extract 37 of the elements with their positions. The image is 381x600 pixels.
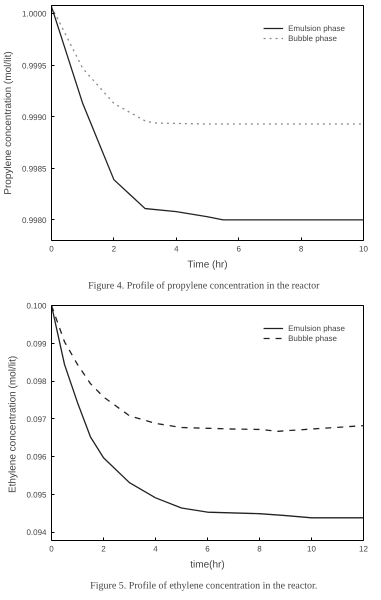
- x-axis-title: Time (hr): [187, 260, 228, 270]
- y-tick-label: 0.9985: [22, 164, 48, 174]
- caption: Figure 4. Profile of propylene concentration in the reactor: [88, 280, 320, 292]
- x-tick-label: 6: [205, 544, 210, 554]
- x-tick-label: 4: [153, 544, 158, 554]
- y-tick-label: 0.096: [26, 452, 48, 462]
- y-tick-label: 0.9990: [22, 112, 48, 122]
- legend-label: Bubble phase: [288, 33, 338, 43]
- y-tick-label: 0.9995: [22, 61, 48, 70]
- x-tick-label: 0: [49, 544, 54, 554]
- line-series: [52, 6, 364, 125]
- legend-label: Emulsion phase: [288, 323, 345, 333]
- x-tick-label: 12: [359, 544, 368, 554]
- y-tick-label: 0.094: [26, 528, 48, 538]
- y-tick-label: 0.095: [26, 490, 48, 500]
- y-tick-label: 0.100: [26, 302, 48, 310]
- legend-label: Bubble phase: [288, 333, 338, 343]
- y-tick-label: 0.097: [26, 414, 48, 424]
- y-axis-title: Ethylene concentration (mol/lit): [7, 356, 18, 494]
- line-series: [52, 6, 364, 221]
- x-tick-label: 8: [298, 244, 304, 254]
- y-axis-title: Propylene concentration (mol/lit): [3, 51, 14, 195]
- x-tick-label: 8: [257, 544, 262, 554]
- y-tick-label: 1.0000: [22, 10, 48, 19]
- y-tick-label: 0.099: [26, 339, 48, 348]
- x-tick-label: 2: [112, 244, 117, 254]
- y-tick-label: 0.098: [26, 377, 48, 386]
- x-tick-label: 6: [236, 244, 242, 254]
- legend-label: Emulsion phase: [288, 23, 345, 33]
- y-tick-label: 0.9980: [22, 216, 48, 225]
- caption: Figure 5. Profile of ethylene concentration in the reactor.: [90, 580, 318, 592]
- x-tick-label: 10: [359, 244, 368, 254]
- x-tick-label: 2: [101, 544, 106, 554]
- x-tick-label: 0: [49, 244, 54, 254]
- x-axis-title: time(hr): [190, 560, 225, 570]
- x-tick-label: 10: [307, 544, 316, 554]
- x-tick-label: 4: [174, 244, 180, 254]
